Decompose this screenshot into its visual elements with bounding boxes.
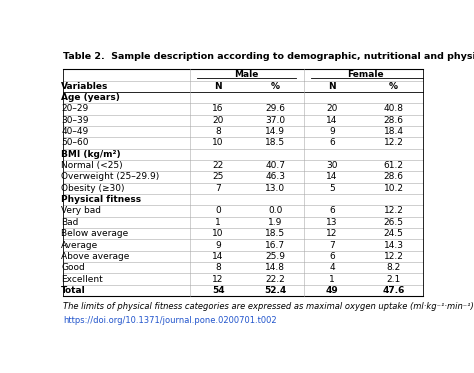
Text: 4: 4 [329,263,335,272]
Text: 40.8: 40.8 [383,104,403,113]
Text: 40.7: 40.7 [265,161,285,170]
Text: 28.6: 28.6 [383,172,403,181]
Text: Table 2.  Sample description according to demographic, nutritional and physiolog: Table 2. Sample description according to… [63,52,474,61]
Text: 14.3: 14.3 [383,241,403,250]
Text: 20: 20 [326,104,337,113]
Text: Total: Total [61,286,86,295]
Text: 18.5: 18.5 [265,138,285,147]
Text: 13.0: 13.0 [265,184,285,193]
Text: 14.8: 14.8 [265,263,285,272]
Text: 49: 49 [326,286,338,295]
Text: 8: 8 [215,127,221,136]
Text: 47.6: 47.6 [383,286,405,295]
Text: 28.6: 28.6 [383,116,403,125]
Text: 6: 6 [329,252,335,261]
Text: 25.9: 25.9 [265,252,285,261]
Text: 18.5: 18.5 [265,229,285,238]
Text: 12: 12 [326,229,337,238]
Text: 37.0: 37.0 [265,116,285,125]
Text: 10: 10 [212,229,224,238]
Text: 1: 1 [329,275,335,283]
Text: 22: 22 [212,161,224,170]
Text: https://doi.org/10.1371/journal.pone.0200701.t002: https://doi.org/10.1371/journal.pone.020… [63,316,276,325]
Text: N: N [328,82,336,91]
Text: 10: 10 [212,138,224,147]
Text: Above average: Above average [61,252,129,261]
Text: 14: 14 [326,116,337,125]
Text: 50–60: 50–60 [61,138,89,147]
Text: 0: 0 [215,207,221,216]
Text: Average: Average [61,241,98,250]
Text: 7: 7 [329,241,335,250]
Text: 9: 9 [215,241,221,250]
Text: Bad: Bad [61,218,79,227]
Text: 8.2: 8.2 [386,263,401,272]
Text: Below average: Below average [61,229,128,238]
Text: 25: 25 [212,172,224,181]
Text: 14.9: 14.9 [265,127,285,136]
Text: 20: 20 [212,116,224,125]
Text: Female: Female [347,70,383,79]
Text: 14: 14 [212,252,224,261]
Text: %: % [389,82,398,91]
Text: 12: 12 [212,275,224,283]
Text: 14: 14 [326,172,337,181]
Text: 54: 54 [212,286,225,295]
Text: 2.1: 2.1 [386,275,401,283]
Text: 16.7: 16.7 [265,241,285,250]
Text: The limits of physical fitness categories are expressed as maximal oxygen uptake: The limits of physical fitness categorie… [63,302,474,311]
Text: Normal (<25): Normal (<25) [61,161,123,170]
Text: Good: Good [61,263,85,272]
Text: 29.6: 29.6 [265,104,285,113]
Text: 40–49: 40–49 [61,127,88,136]
Text: 52.4: 52.4 [264,286,286,295]
Text: Obesity (≥30): Obesity (≥30) [61,184,125,193]
Text: 10.2: 10.2 [383,184,403,193]
Text: Excellent: Excellent [61,275,103,283]
Text: 1: 1 [215,218,221,227]
Text: Male: Male [235,70,259,79]
Text: 46.3: 46.3 [265,172,285,181]
Text: 61.2: 61.2 [383,161,403,170]
Text: 0.0: 0.0 [268,207,282,216]
Text: N: N [214,82,222,91]
Text: 30: 30 [326,161,338,170]
Text: 5: 5 [329,184,335,193]
Text: 6: 6 [329,207,335,216]
Text: 16: 16 [212,104,224,113]
Text: 30–39: 30–39 [61,116,89,125]
Text: 24.5: 24.5 [383,229,403,238]
Text: 1.9: 1.9 [268,218,282,227]
Text: 8: 8 [215,263,221,272]
Text: 26.5: 26.5 [383,218,403,227]
Text: 22.2: 22.2 [265,275,285,283]
Text: BMI (kg/m²): BMI (kg/m²) [61,150,121,159]
Text: Physical fitness: Physical fitness [61,195,141,204]
Text: 20–29: 20–29 [61,104,88,113]
Text: Variables: Variables [61,82,109,91]
Text: 12.2: 12.2 [383,207,403,216]
Text: 6: 6 [329,138,335,147]
Text: Age (years): Age (years) [61,93,120,102]
Text: 18.4: 18.4 [383,127,403,136]
Text: 12.2: 12.2 [383,252,403,261]
Text: 12.2: 12.2 [383,138,403,147]
Text: %: % [271,82,280,91]
Text: 9: 9 [329,127,335,136]
Text: Very bad: Very bad [61,207,101,216]
Text: 13: 13 [326,218,338,227]
Text: Overweight (25–29.9): Overweight (25–29.9) [61,172,159,181]
Text: 7: 7 [215,184,221,193]
